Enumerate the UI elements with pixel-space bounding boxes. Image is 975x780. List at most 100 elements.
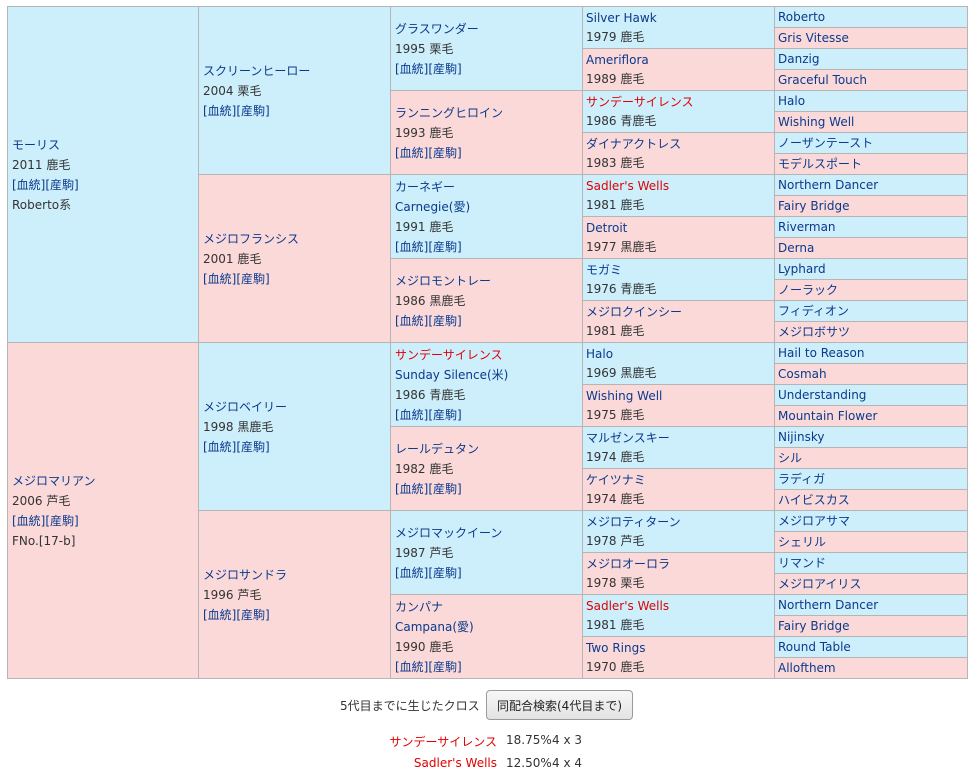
horse-name-link[interactable]: メジロマックイーン	[395, 525, 503, 540]
horse-name-link[interactable]: Silver Hawk	[586, 10, 657, 25]
bloodline-link[interactable]: [血統]	[12, 513, 46, 528]
bloodline-link[interactable]: [血統]	[395, 145, 429, 160]
same-mating-search-button[interactable]: 同配合検索(4代目まで)	[486, 690, 633, 720]
produce-link[interactable]: [産駒]	[236, 439, 270, 454]
horse-name-link[interactable]: メジロオーロラ	[586, 556, 671, 571]
produce-link[interactable]: [産駒]	[428, 659, 462, 674]
produce-link[interactable]: [産駒]	[428, 407, 462, 422]
horse-name-link[interactable]: ケイツナミ	[586, 472, 646, 487]
cross-horse-link[interactable]: サンデーサイレンス	[389, 735, 497, 749]
horse-name-link[interactable]: Hail to Reason	[778, 346, 865, 360]
horse-name-link[interactable]: Lyphard	[778, 262, 826, 276]
horse-name-link[interactable]: Sadler's Wells	[586, 178, 670, 193]
horse-name-link[interactable]: Sadler's Wells	[586, 598, 670, 613]
horse-name-link[interactable]: Understanding	[778, 388, 867, 402]
horse-name-link[interactable]: メジロクインシー	[586, 304, 683, 319]
horse-name-link[interactable]: メジロフランシス	[203, 231, 300, 246]
bloodline-link[interactable]: [血統]	[203, 439, 237, 454]
horse-alt-name-link[interactable]: Campana(愛)	[395, 619, 474, 634]
horse-name-link[interactable]: メジロアサマ	[778, 514, 851, 528]
horse-name-link[interactable]: ノーラック	[778, 283, 839, 297]
horse-name-link[interactable]: フィディオン	[778, 304, 849, 318]
horse-name-link[interactable]: ノーザンテースト	[778, 136, 874, 150]
horse-name-link[interactable]: Allofthem	[778, 661, 836, 675]
horse-name-link[interactable]: Gris Vitesse	[778, 31, 849, 45]
bloodline-link[interactable]: [血統]	[395, 239, 429, 254]
horse-name-link[interactable]: ランニングヒロイン	[395, 105, 504, 120]
horse-name-link[interactable]: Danzig	[778, 52, 820, 66]
produce-link[interactable]: [産駒]	[45, 177, 79, 192]
horse-name-link[interactable]: Detroit	[586, 220, 628, 235]
horse-name-link[interactable]: カーネギー	[395, 179, 456, 194]
horse-name-link[interactable]: Nijinsky	[778, 430, 825, 444]
cross-horse-link[interactable]: Sadler's Wells	[413, 756, 497, 770]
pedigree-row: メジロアイリス	[8, 573, 968, 595]
produce-link[interactable]: [産駒]	[45, 513, 79, 528]
horse-alt-name-link[interactable]: Sunday Silence(米)	[395, 367, 509, 382]
horse-name-link[interactable]: ハイビスカス	[778, 493, 850, 507]
horse-name-link[interactable]: Halo	[778, 94, 806, 108]
horse-name-link[interactable]: Northern Dancer	[778, 178, 879, 192]
horse-name-link[interactable]: Halo	[586, 346, 614, 361]
horse-name-link[interactable]: サンデーサイレンス	[395, 347, 503, 362]
bloodline-link[interactable]: [血統]	[395, 659, 429, 674]
pedigree-cell-gen4: メジロクインシー 1981 鹿毛	[582, 300, 775, 343]
horse-name-link[interactable]: ダイナアクトレス	[586, 136, 682, 151]
produce-link[interactable]: [産駒]	[428, 145, 462, 160]
horse-name-link[interactable]: モガミ	[586, 262, 623, 277]
horse-name-link[interactable]: Northern Dancer	[778, 598, 879, 612]
bloodline-link[interactable]: [血統]	[395, 313, 429, 328]
horse-name-link[interactable]: Roberto	[778, 10, 826, 24]
horse-name-link[interactable]: メジロサンドラ	[203, 567, 288, 582]
bloodline-link[interactable]: [血統]	[395, 565, 429, 580]
produce-link[interactable]: [産駒]	[236, 271, 270, 286]
horse-name-link[interactable]: メジロマリアン	[12, 473, 96, 488]
horse-name-link[interactable]: Wishing Well	[586, 388, 663, 403]
produce-link[interactable]: [産駒]	[428, 61, 462, 76]
horse-name-link[interactable]: メジロモントレー	[395, 273, 492, 288]
horse-name-link[interactable]: シル	[778, 451, 803, 465]
horse-name-link[interactable]: シェリル	[778, 535, 827, 549]
horse-name-link[interactable]: Derna	[778, 241, 815, 255]
horse-name-link[interactable]: マルゼンスキー	[586, 430, 670, 445]
horse-name-link[interactable]: Graceful Touch	[778, 73, 867, 87]
produce-link[interactable]: [産駒]	[236, 607, 270, 622]
pedigree-row: Ameriflora 1989 鹿毛 Danzig	[8, 48, 968, 91]
horse-name-link[interactable]: モデルスポート	[778, 157, 863, 171]
horse-name-link[interactable]: Riverman	[778, 220, 836, 234]
horse-name-link[interactable]: メジロボサツ	[778, 325, 851, 339]
bloodline-link[interactable]: [血統]	[203, 607, 237, 622]
horse-year-color: 1995 栗毛	[395, 41, 454, 56]
produce-link[interactable]: [産駒]	[428, 481, 462, 496]
produce-link[interactable]: [産駒]	[428, 565, 462, 580]
horse-name-link[interactable]: ラディガ	[778, 472, 826, 486]
horse-name-link[interactable]: Mountain Flower	[778, 409, 878, 423]
horse-alt-name-link[interactable]: Carnegie(愛)	[395, 199, 471, 214]
horse-name-link[interactable]: モーリス	[12, 137, 61, 152]
bloodline-link[interactable]: [血統]	[203, 271, 237, 286]
produce-link[interactable]: [産駒]	[236, 103, 270, 118]
horse-name-link[interactable]: Cosmah	[778, 367, 827, 381]
horse-name-link[interactable]: Two Rings	[586, 640, 646, 655]
bloodline-link[interactable]: [血統]	[395, 61, 429, 76]
horse-name-link[interactable]: リマンド	[778, 556, 827, 570]
bloodline-link[interactable]: [血統]	[12, 177, 46, 192]
horse-name-link[interactable]: グラスワンダー	[395, 21, 479, 36]
horse-name-link[interactable]: Wishing Well	[778, 115, 855, 129]
horse-name-link[interactable]: カンパナ	[395, 599, 444, 614]
horse-name-link[interactable]: Round Table	[778, 640, 851, 654]
horse-name-link[interactable]: メジロベイリー	[203, 399, 288, 414]
horse-name-link[interactable]: レールデュタン	[395, 441, 480, 456]
produce-link[interactable]: [産駒]	[428, 239, 462, 254]
bloodline-link[interactable]: [血統]	[395, 407, 429, 422]
horse-name-link[interactable]: Fairy Bridge	[778, 619, 850, 633]
horse-name-link[interactable]: サンデーサイレンス	[586, 94, 694, 109]
horse-name-link[interactable]: メジロアイリス	[778, 577, 862, 591]
produce-link[interactable]: [産駒]	[428, 313, 462, 328]
horse-name-link[interactable]: スクリーンヒーロー	[203, 63, 311, 78]
horse-name-link[interactable]: Fairy Bridge	[778, 199, 850, 213]
bloodline-link[interactable]: [血統]	[203, 103, 237, 118]
bloodline-link[interactable]: [血統]	[395, 481, 429, 496]
horse-name-link[interactable]: Ameriflora	[586, 52, 649, 67]
horse-name-link[interactable]: メジロティターン	[586, 514, 681, 529]
